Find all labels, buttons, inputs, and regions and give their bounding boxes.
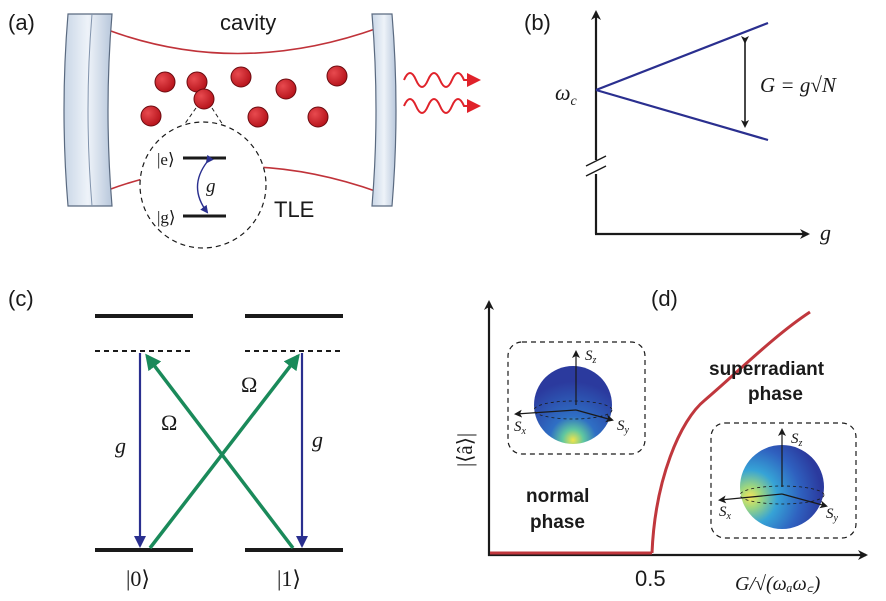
sz-label: Sz — [791, 431, 803, 449]
b-y-label: ωc — [555, 80, 578, 109]
excited-state-label: |e⟩ — [157, 150, 175, 169]
d-x-tick: 0.5 — [635, 566, 666, 591]
superradiant-phase-line1: superradiant — [709, 359, 825, 380]
cavity-upper-line — [107, 27, 379, 55]
atom — [307, 106, 329, 128]
photon-wave-lower — [403, 98, 481, 114]
normal-phase-line1: normal — [526, 486, 589, 507]
panel-d-tag: (d) — [651, 286, 678, 311]
panel-a-tag: (a) — [8, 10, 35, 35]
b-x-label: g — [820, 220, 831, 245]
atom — [326, 65, 348, 87]
d-x-label: G/√(ωₐω꜀) — [735, 573, 821, 595]
raman-drive-1-to-0 — [145, 353, 295, 550]
sy-axis — [575, 409, 614, 423]
panel-c: (c) g g Ω Ω |0⟩ |1⟩ — [8, 286, 343, 591]
atom — [230, 66, 252, 88]
sx-axis — [718, 493, 783, 504]
atom — [275, 78, 297, 100]
bloch-sphere-normal: Sz Sx Sy — [507, 341, 646, 455]
bloch-sphere — [534, 366, 612, 444]
ground-state-label: |g⟩ — [157, 208, 176, 227]
panel-b-tag: (b) — [524, 10, 551, 35]
lower-polariton-branch — [595, 88, 769, 142]
sy-label: Sy — [826, 506, 839, 524]
superradiant-phase-line2: phase — [748, 384, 803, 405]
panel-b: (b) ωc g G = g√N — [524, 10, 837, 245]
sx-axis — [514, 409, 577, 418]
b-axis-break — [585, 155, 607, 167]
state-1-label: |1⟩ — [277, 566, 301, 591]
sz-label: Sz — [585, 348, 597, 366]
sx-label: Sx — [514, 419, 527, 437]
drive-omega-left: Ω — [161, 410, 177, 435]
normal-phase-line2: phase — [530, 512, 585, 533]
tle-inset — [139, 121, 267, 249]
sy-axis — [781, 493, 828, 509]
left-mirror — [63, 13, 113, 207]
drive-omega-right: Ω — [241, 372, 257, 397]
c-coupling-right: g — [312, 427, 323, 452]
panel-a: (a) cavity — [8, 10, 481, 249]
panel-c-tag: (c) — [8, 286, 34, 311]
sy-label: Sy — [617, 418, 630, 436]
state-0-label: |0⟩ — [126, 566, 150, 591]
atom — [247, 106, 269, 128]
bloch-sphere-superradiant: Sz Sx Sy — [710, 422, 857, 539]
sx-label: Sx — [719, 504, 732, 522]
d-y-label: |⟨â⟩| — [453, 433, 477, 467]
order-parameter-superradiant — [650, 310, 811, 554]
b-axis-break — [585, 165, 607, 177]
c-coupling-left: g — [115, 433, 126, 458]
splitting-label: G = g√N — [760, 73, 837, 97]
tle-label: TLE — [274, 197, 314, 222]
atom — [140, 105, 162, 127]
cavity-label: cavity — [220, 10, 276, 35]
atom-ensemble — [140, 65, 348, 128]
panel-d: (d) |⟨â⟩| G/√(ωₐω꜀) 0.5 normal phase sup… — [453, 286, 868, 595]
raman-drive-0-to-1 — [148, 353, 300, 550]
transition-arrow — [196, 154, 214, 214]
upper-polariton-branch — [595, 21, 769, 92]
atom — [193, 88, 215, 110]
coupling-g-label: g — [206, 176, 216, 197]
atom — [154, 71, 176, 93]
photon-wave-upper — [403, 72, 481, 88]
right-mirror — [371, 13, 397, 207]
